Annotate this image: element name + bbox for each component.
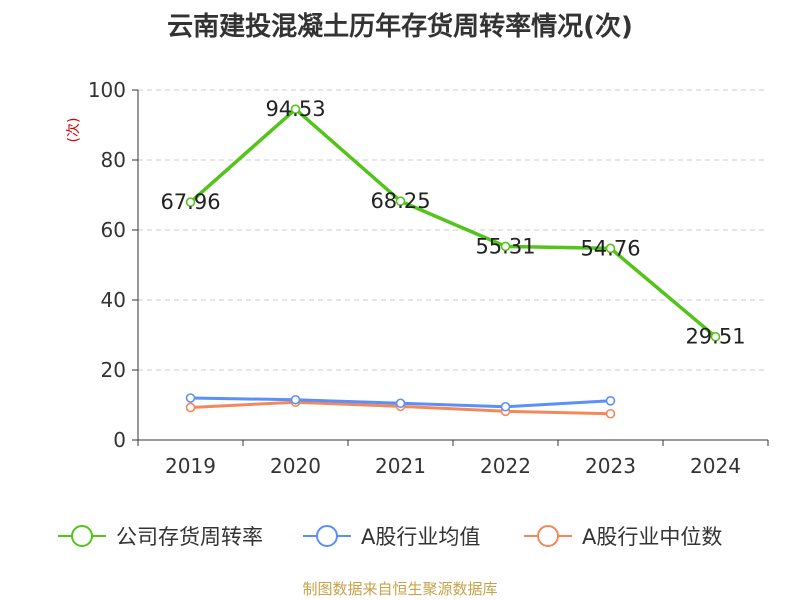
data-point	[290, 104, 301, 114]
data-point	[395, 196, 406, 206]
data-point	[710, 331, 721, 342]
legend-marker	[71, 525, 93, 547]
source-footer: 制图数据来自恒生聚源数据库	[302, 580, 498, 598]
series-line	[189, 107, 717, 339]
x-tick-label: 2022	[480, 454, 531, 478]
y-tick-label: 100	[88, 78, 126, 102]
legend-item[interactable]: 公司存货周转率	[58, 525, 263, 549]
data-label: 94.53	[265, 97, 325, 121]
grid-lines	[138, 89, 768, 371]
x-tick-label: 2019	[165, 454, 216, 478]
y-tick-label: 40	[101, 288, 126, 312]
series-layer: 67.96 94.53 68.25 55.31 54.76 29.51	[160, 97, 746, 419]
chart-title: 云南建投混凝土历年存货周转率情况(次)	[167, 12, 633, 42]
axes: 0 20 40 60 80 100 2019 2020 2021 2022 2023 2024	[88, 78, 769, 478]
data-point	[185, 393, 196, 403]
data-point	[500, 241, 511, 252]
data-point	[605, 408, 616, 419]
data-point	[395, 398, 406, 409]
x-tick-label: 2020	[270, 454, 321, 478]
legend-item[interactable]: A股行业均值	[303, 525, 480, 549]
y-tick-label: 0	[113, 428, 126, 452]
legend-label: A股行业中位数	[582, 525, 722, 549]
x-tick-label: 2021	[375, 454, 426, 478]
data-label: 55.31	[475, 234, 535, 258]
legend-label: 公司存货周转率	[116, 525, 263, 549]
legend[interactable]: 公司存货周转率 A股行业均值 A股行业中位数	[58, 525, 722, 549]
data-label: 29.51	[685, 325, 745, 349]
data-label: 54.76	[580, 236, 640, 260]
y-tick-label: 80	[101, 148, 126, 172]
data-point	[185, 402, 196, 413]
x-tick-label: 2023	[585, 454, 636, 478]
legend-marker	[316, 525, 338, 547]
y-tick-label: 20	[101, 358, 126, 382]
y-axis-label: (次)	[66, 118, 82, 143]
data-point	[290, 394, 301, 405]
data-point	[185, 197, 196, 207]
y-tick-label: 60	[101, 218, 126, 242]
x-tick-label: 2024	[690, 454, 741, 478]
data-point	[500, 401, 511, 412]
data-point	[605, 243, 616, 254]
series-1	[185, 393, 616, 412]
data-label: 68.25	[370, 189, 430, 213]
legend-marker	[537, 525, 559, 547]
data-point	[605, 395, 616, 406]
legend-label: A股行业均值	[361, 525, 480, 549]
series-0: 67.96 94.53 68.25 55.31 54.76 29.51	[160, 97, 745, 349]
legend-item[interactable]: A股行业中位数	[524, 525, 722, 549]
data-label: 67.96	[160, 190, 220, 214]
